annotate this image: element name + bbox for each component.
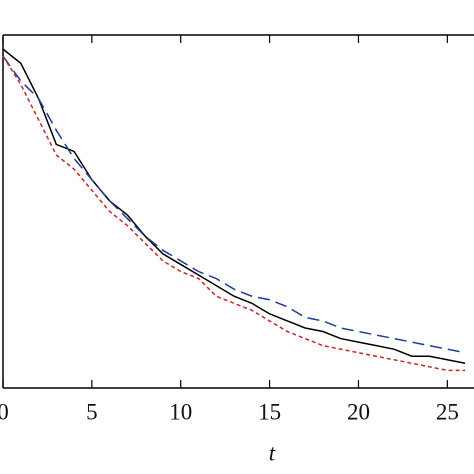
x-tick-label: 25 [436, 399, 459, 424]
x-tick-label: 10 [169, 399, 192, 424]
x-tick-label: 20 [347, 399, 370, 424]
x-tick-label: 5 [86, 399, 98, 424]
series-line [2, 48, 466, 365]
series-line [2, 55, 466, 354]
x-axis-label: t [269, 440, 276, 465]
x-tick-label: 15 [258, 399, 281, 424]
x-tick-label: 0 [0, 399, 9, 424]
series-line [2, 55, 466, 372]
